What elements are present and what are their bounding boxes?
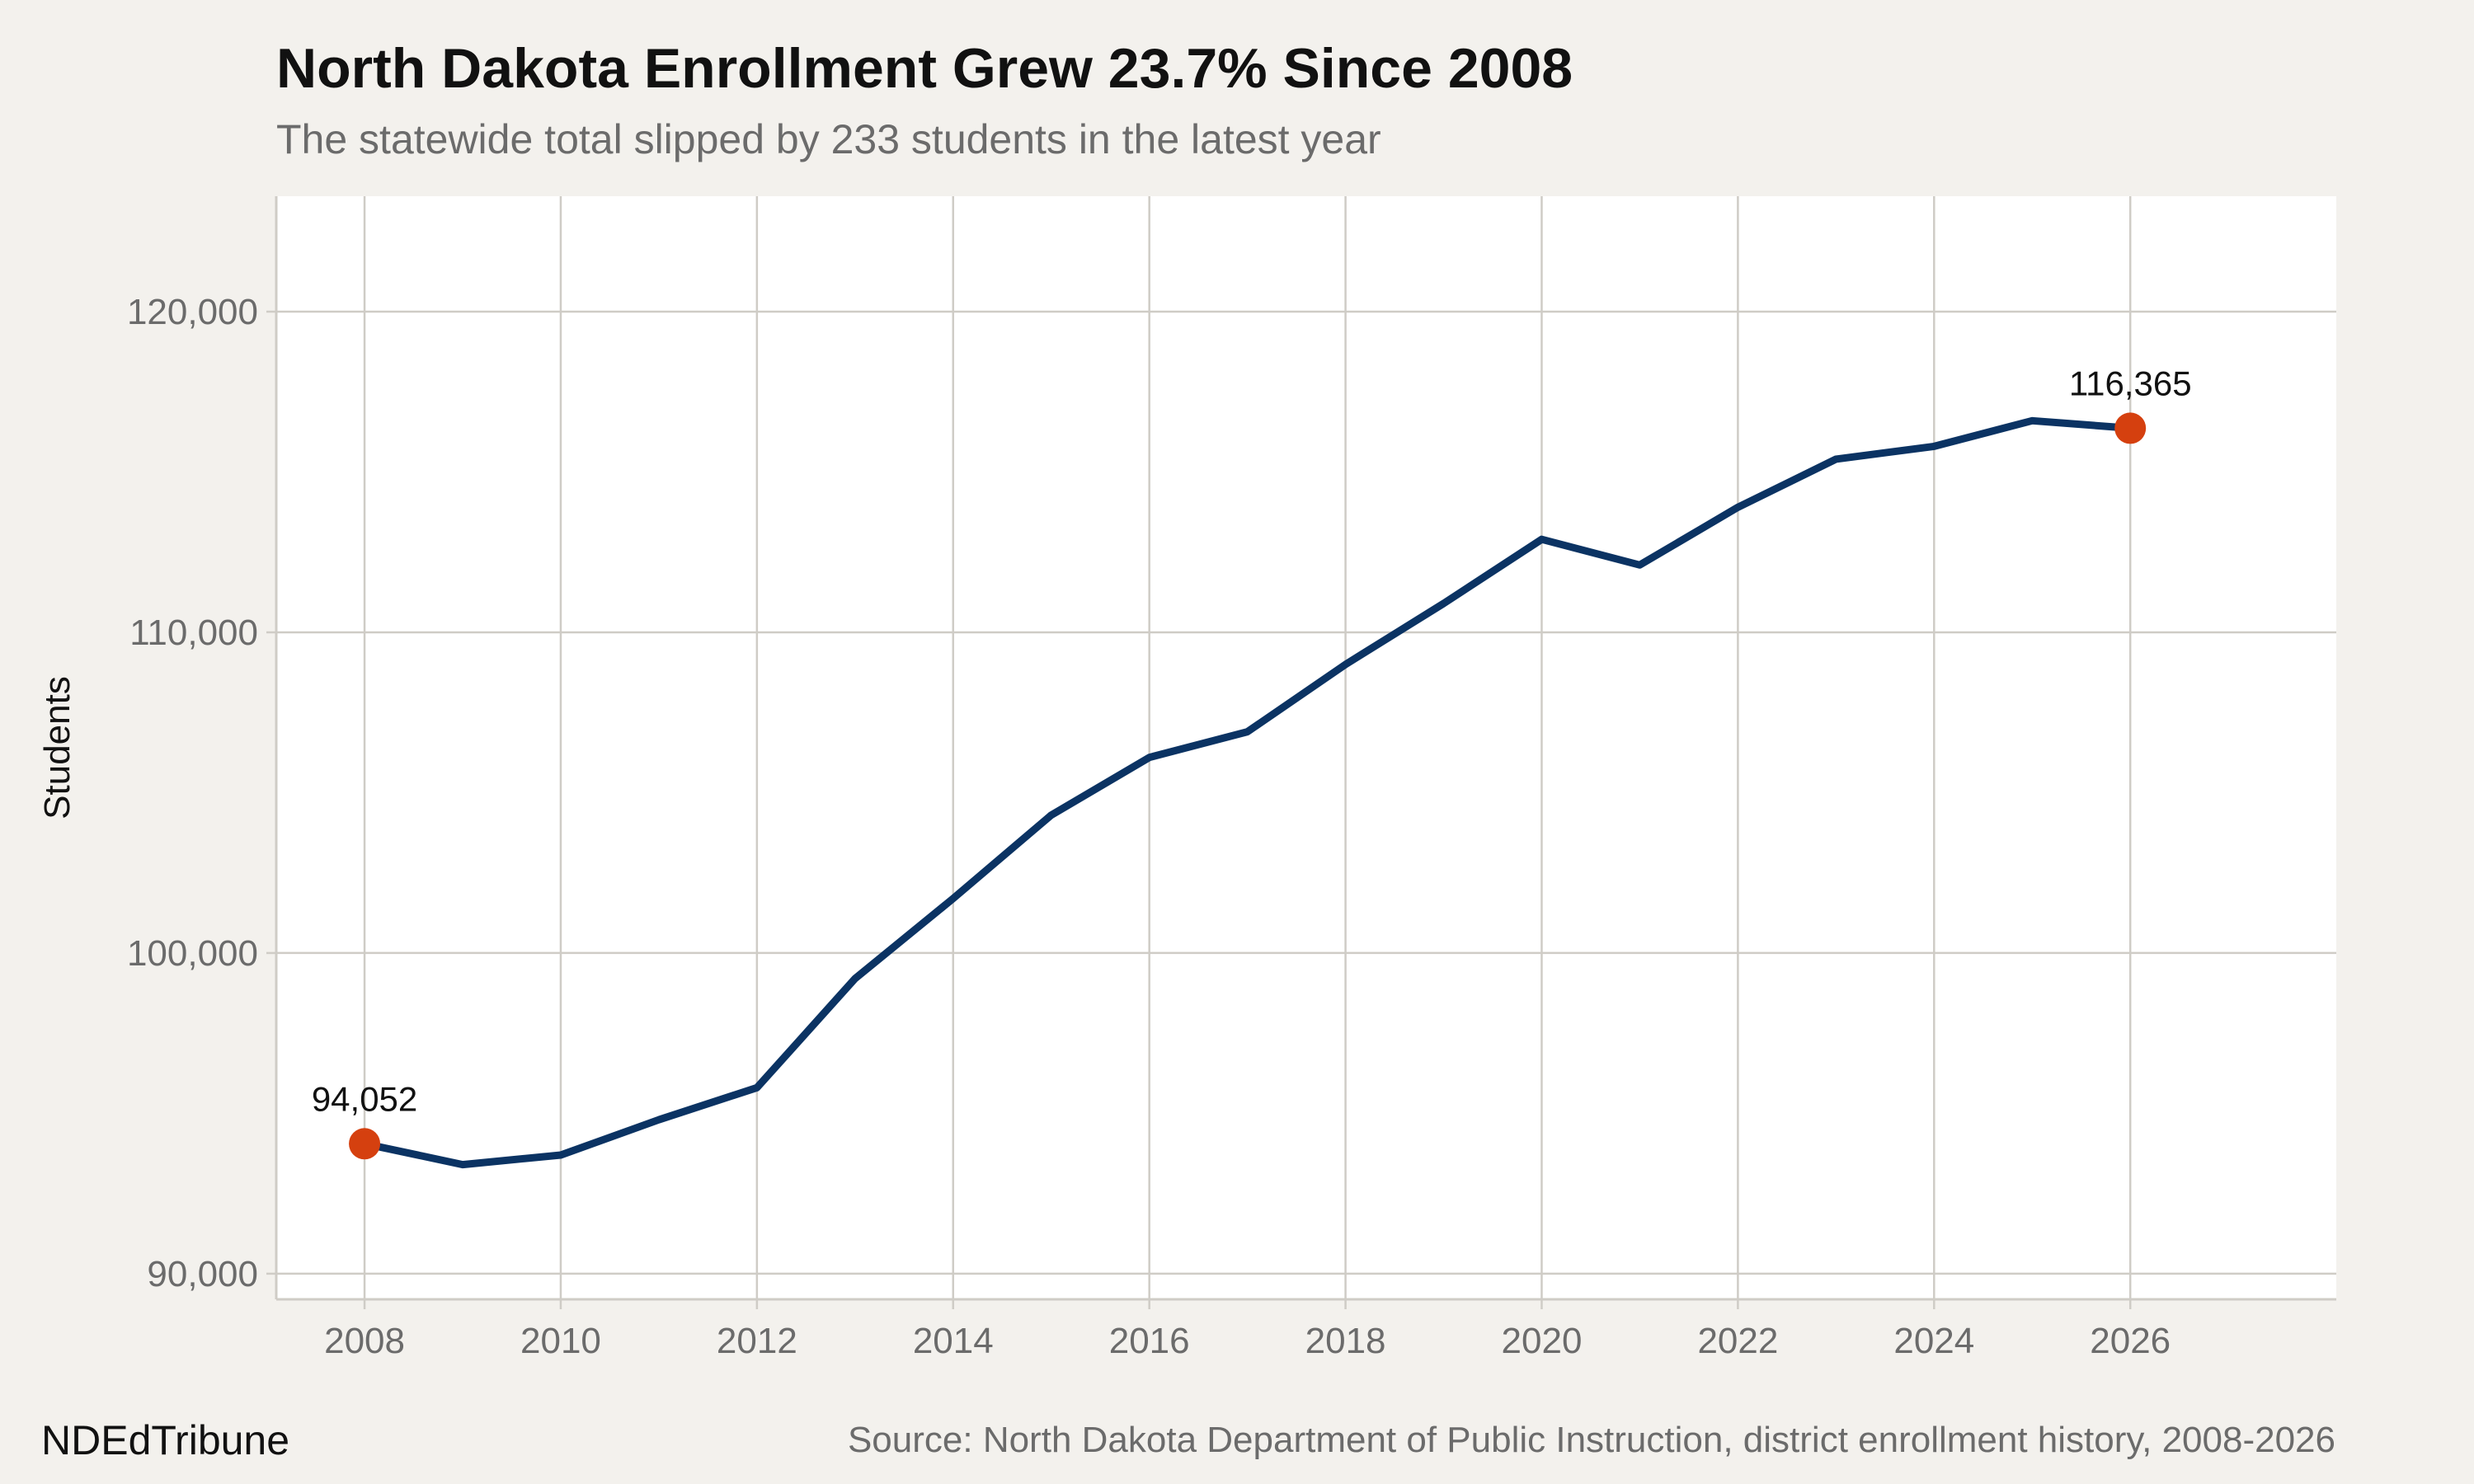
- plot-panel: [276, 196, 2336, 1299]
- x-tick-label: 2012: [717, 1321, 797, 1361]
- enrollment-line: [360, 416, 2134, 1169]
- highlight-layer: 94,052 116,365: [312, 364, 2192, 1160]
- x-tick-label: 2022: [1697, 1321, 1778, 1361]
- x-tick-label: 2026: [2090, 1321, 2171, 1361]
- chart-subtitle: The statewide total slipped by 233 stude…: [276, 116, 1381, 162]
- source-note: Source: North Dakota Department of Publi…: [847, 1420, 2335, 1460]
- x-tick-label: 2010: [520, 1321, 601, 1361]
- highlight-point: [349, 1128, 381, 1160]
- x-tick-label: 2020: [1502, 1321, 1583, 1361]
- y-tick-label: 90,000: [147, 1254, 258, 1294]
- y-tick-label: 110,000: [129, 613, 258, 653]
- axes: 2008 2010 2012 2014 2016 2018 2020 2022 2024 2026…: [127, 196, 2336, 1361]
- x-tick-label: 2024: [1893, 1321, 1974, 1361]
- x-tick-label: 2008: [324, 1321, 405, 1361]
- x-tick-label: 2016: [1109, 1321, 1190, 1361]
- chart-title: North Dakota Enrollment Grew 23.7% Since…: [276, 37, 1573, 100]
- gridlines: [276, 196, 2336, 1299]
- series-layer: [360, 416, 2134, 1169]
- data-label: 94,052: [312, 1079, 417, 1118]
- y-tick-label: 120,000: [127, 292, 258, 332]
- x-tick-label: 2018: [1305, 1321, 1386, 1361]
- brand-name: NDEdTribune: [41, 1417, 290, 1463]
- y-tick-label: 100,000: [127, 933, 258, 974]
- highlight-point: [2114, 412, 2147, 444]
- x-tick-label: 2014: [913, 1321, 994, 1361]
- data-label: 116,365: [2069, 364, 2192, 402]
